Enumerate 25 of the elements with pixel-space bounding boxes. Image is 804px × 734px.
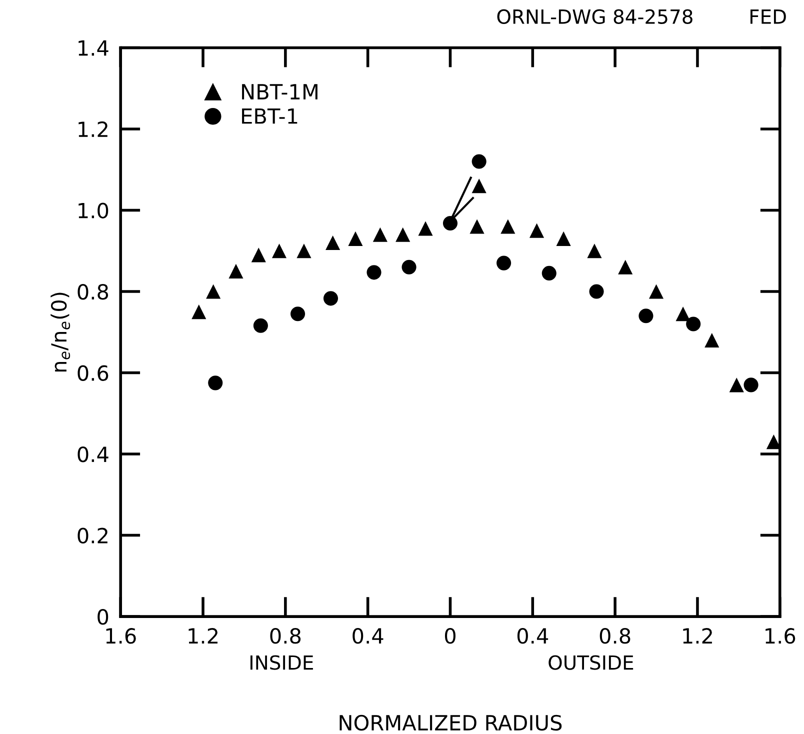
- y-tick-label: 0: [98, 609, 108, 625]
- text: ORNL-DWG 84-2578: [497, 9, 692, 24]
- x-tick-label: 1.2: [188, 628, 218, 644]
- y-axis-title: n$_{e}$/n$_{e}$(0): [50, 292, 70, 372]
- legend-label: NBT-1M: [242, 84, 318, 100]
- text: FED: [750, 10, 786, 24]
- legend-label: EBT-1: [242, 108, 298, 124]
- x-tick-label: 0.4: [517, 628, 548, 644]
- x-tick-label: 1.6: [766, 628, 796, 644]
- y-tick-label: 0.6: [78, 365, 108, 381]
- x-tick-label: 0.4: [352, 628, 384, 644]
- text: INSIDE: [250, 655, 313, 670]
- text: OUTSIDE: [548, 655, 634, 670]
- x-axis-title: NORMALIZED RADIUS: [340, 714, 562, 731]
- y-tick-label: 0.4: [78, 446, 108, 462]
- y-tick-label: 1.0: [78, 202, 108, 218]
- y-tick-label: 1.4: [78, 40, 108, 56]
- x-tick-label: 1.6: [106, 628, 136, 644]
- x-tick-label: 0.8: [600, 628, 630, 644]
- y-tick-label: 1.2: [78, 121, 108, 137]
- y-tick-label: 0.8: [78, 284, 108, 300]
- y-tick-label: 0.2: [78, 528, 108, 544]
- x-tick-label: 0: [444, 628, 456, 644]
- x-tick-label: 1.2: [683, 628, 712, 644]
- x-tick-label: 0.8: [270, 628, 301, 644]
